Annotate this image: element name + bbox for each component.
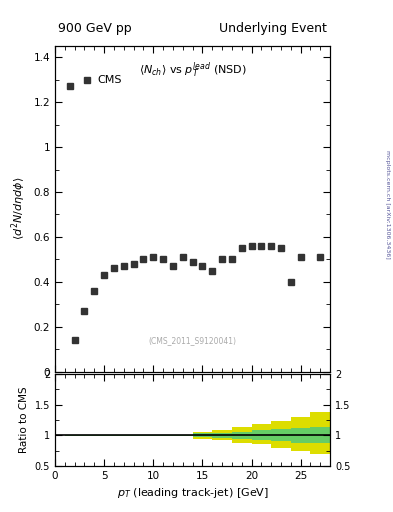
Text: 900 GeV pp: 900 GeV pp [58,22,131,35]
Text: mcplots.cern.ch [arXiv:1306.3436]: mcplots.cern.ch [arXiv:1306.3436] [385,151,389,259]
Text: $\langle N_{ch}\rangle$ vs $p_T^{lead}$ (NSD): $\langle N_{ch}\rangle$ vs $p_T^{lead}$ … [139,61,246,80]
Y-axis label: Ratio to CMS: Ratio to CMS [19,387,29,453]
Text: Underlying Event: Underlying Event [220,22,327,35]
X-axis label: $p_T$ (leading track-jet) [GeV]: $p_T$ (leading track-jet) [GeV] [117,486,268,500]
Y-axis label: $\langle d^2 N/d\eta d\phi\rangle$: $\langle d^2 N/d\eta d\phi\rangle$ [9,177,28,241]
Text: CMS: CMS [98,75,122,86]
Text: (CMS_2011_S9120041): (CMS_2011_S9120041) [149,336,237,346]
